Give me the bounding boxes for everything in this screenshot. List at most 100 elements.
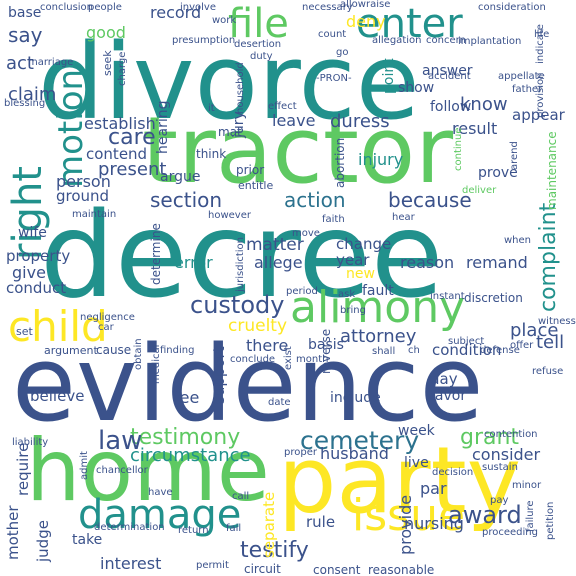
word-decree: decree [40,186,444,324]
word-people: people [88,2,122,13]
word-set: set [16,325,33,338]
word-day: day [430,370,458,388]
word-ground: ground [56,187,110,205]
word-argue: argue [160,169,201,185]
word-favor: favor [430,388,467,404]
word-condition: condition [432,341,502,359]
word-conclusion: conclusion [40,2,94,13]
word-contention: contention [484,429,538,440]
word-award: award [448,501,522,529]
word-pron: -PRON- [316,73,352,84]
word-subject: subject [448,336,485,347]
word-sustain: sustain [482,462,518,473]
word-chancellor: chancellor [96,465,148,476]
word-mat: mat [218,125,242,139]
word-shall: shall [372,346,396,357]
word-car: car [98,322,114,333]
word-enter: enter [356,1,463,47]
word-divorce: divorce [38,21,420,143]
word-custody: custody [190,291,285,319]
word-accident: accident [428,71,471,82]
word-present: present [98,159,167,180]
word-month: month [296,354,329,365]
word-discretion: discretion [464,291,523,305]
word-conduct: conduct [6,279,67,297]
word-deny: deny [346,12,386,31]
word-rule: rule [306,513,336,531]
word-motion: motion [51,68,91,188]
word-duress: duress [330,111,390,132]
word-good: good [86,23,126,42]
word-basis: basis [308,337,344,353]
word-count: count [318,29,347,40]
word-minor: minor [512,480,542,491]
word-effect: effect [268,101,297,112]
word-prove: prove [478,165,518,181]
word-record: record [150,3,202,22]
word-have: have [148,487,173,498]
word-home: home [26,421,270,521]
word-contend: contend [86,145,148,163]
word-faith: faith [322,214,345,225]
word-husband: husband [320,444,389,463]
word-action: action [284,188,346,212]
word-person: person [56,172,111,191]
word-father: father [512,84,543,95]
word-hearing: hearing [155,100,171,154]
word-establish: establish [84,114,156,133]
word-circuit: circuit [244,562,281,576]
word-issue: issue [352,490,466,541]
word-year: year [336,251,370,269]
word-par: par [420,479,447,498]
word-judge: judge [34,520,52,562]
word-allege: allege [254,253,303,272]
word-property: property [6,247,71,265]
word-think: think [196,147,227,161]
word-allegation: allegation [372,35,422,46]
word-act: act [6,53,34,74]
word-it: it [208,103,215,114]
word-maintain: maintain [72,209,117,220]
word-finding: finding [160,345,195,356]
word-result: result [452,119,498,138]
word-fail: fail [226,523,242,534]
word-mother: mother [4,505,22,560]
word-charge: charge [117,51,128,86]
word-attorney: attorney [340,326,417,347]
word-blessing: blessing [4,98,46,109]
word-decision: decision [432,467,474,478]
word-testify: testify [240,538,309,563]
word-point: point [381,58,397,94]
word-date: date [268,397,291,408]
word-return: return [178,525,209,536]
word-consider: consider [472,445,541,464]
word-implantation: implantation [458,36,522,47]
word-witness: witness [538,316,576,327]
word-provision: provision [535,72,546,119]
word-petition: petition [545,501,556,540]
word-entitle: entitle [238,179,274,192]
word-include: include [330,390,381,406]
word-when: when [504,235,532,246]
word-give: give [12,263,46,282]
word-grant: grant [460,425,520,450]
word-proper: proper [284,447,317,458]
word-permit: permit [196,560,229,571]
word-work: work [212,15,237,26]
word-tell: tell [536,332,565,353]
word-law: law [98,426,143,456]
word-fault: fault [362,283,394,299]
word-ask: ask [338,289,356,300]
word-say: say [8,23,43,47]
word-appellate: appellate [498,71,545,82]
word-reasonable: reasonable [368,563,435,576]
word-call: call [232,491,250,502]
word-argument: argument [44,344,98,357]
word-abortion: abortion [333,137,347,188]
word-injury: injury [358,150,404,169]
word-jurisdiction: jurisdiction [235,237,246,292]
word-proceeding: proceeding [482,527,538,538]
word-change: change [336,235,392,253]
word-answer: answer [422,63,473,79]
